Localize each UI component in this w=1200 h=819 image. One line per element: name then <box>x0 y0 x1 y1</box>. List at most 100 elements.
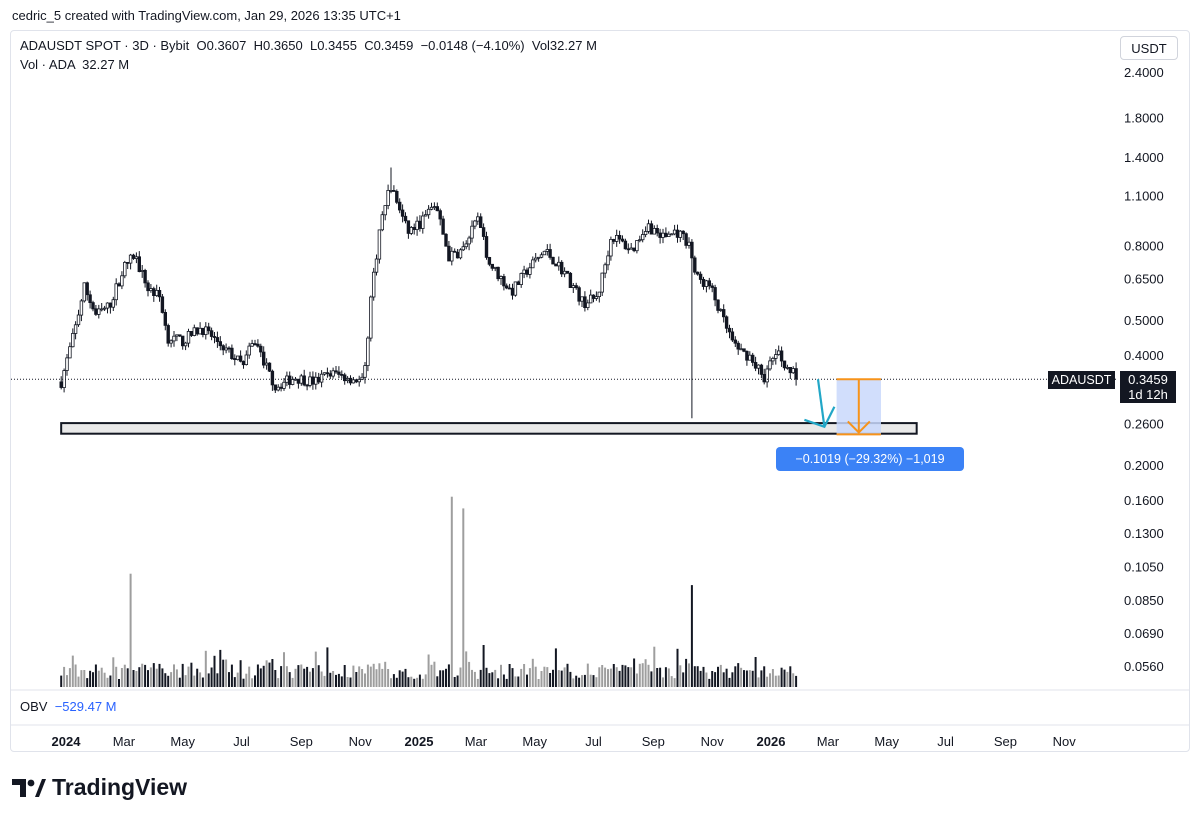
volume-bar <box>112 657 115 687</box>
volume-bar <box>300 664 303 687</box>
candle-body <box>675 229 680 238</box>
candle-body <box>186 330 191 344</box>
volume-bar <box>494 669 497 687</box>
candle-body <box>646 223 651 232</box>
volume-bar <box>488 673 491 687</box>
candle-body <box>641 234 645 241</box>
y-axis-tick-label: 0.2600 <box>1124 416 1164 431</box>
volume-bar <box>239 660 242 687</box>
candle-body <box>458 249 463 259</box>
volume-bar <box>502 674 505 687</box>
candle-body <box>626 248 630 251</box>
volume-bar <box>473 671 476 687</box>
candle-body <box>756 364 761 369</box>
volume-bar <box>517 676 520 687</box>
volume-bar <box>288 672 291 687</box>
volume-bar <box>754 657 757 687</box>
volume-bar <box>465 651 468 687</box>
candle-body <box>152 288 156 297</box>
volume-bar <box>314 651 317 687</box>
volume-bar <box>387 669 390 687</box>
candle-body <box>383 205 387 216</box>
obv-label: OBV <box>20 699 48 714</box>
candle-body <box>224 347 228 351</box>
candle-body <box>586 302 590 308</box>
candle-body <box>577 287 581 302</box>
candle-body <box>351 379 356 384</box>
candle-body <box>395 190 399 203</box>
candle-body <box>574 285 578 289</box>
volume-bar <box>103 672 106 687</box>
volume-bar <box>118 679 120 687</box>
candle-body <box>782 360 787 369</box>
x-axis-tick-label: May <box>170 734 195 749</box>
candle-body <box>432 206 437 209</box>
chart-attribution: cedric_5 created with TradingView.com, J… <box>12 8 401 23</box>
candle-body <box>397 201 402 211</box>
candle-body <box>195 327 199 335</box>
x-axis-tick-label: Mar <box>113 734 136 749</box>
volume-bar <box>769 673 771 687</box>
currency-button[interactable]: USDT <box>1120 36 1178 60</box>
candle-body <box>371 271 376 298</box>
volume-bar <box>303 668 306 687</box>
x-axis-tick-label: Nov <box>1053 734 1077 749</box>
candle-body <box>296 378 301 384</box>
volume-bar <box>462 508 465 687</box>
volume-bar <box>745 670 748 687</box>
volume-bar <box>528 668 531 687</box>
volume-bar <box>719 664 722 687</box>
candle-body <box>632 247 636 252</box>
candle-body <box>259 345 263 353</box>
volume-bar <box>771 669 774 687</box>
candle-body <box>282 381 286 389</box>
candle-body <box>594 296 599 299</box>
candle-body <box>664 232 668 237</box>
candle-body <box>461 246 465 251</box>
candle-body <box>733 339 737 344</box>
candle-body <box>247 345 251 356</box>
volume-bar <box>774 675 777 687</box>
candle-body <box>172 335 176 342</box>
volume-bar <box>688 663 690 687</box>
candle-body <box>791 368 795 374</box>
candle-body <box>742 348 746 352</box>
volume-bar <box>601 665 604 687</box>
volume-bar <box>291 677 294 687</box>
volume-bar <box>427 654 430 687</box>
candle-body <box>305 384 309 387</box>
volume-bar <box>740 667 743 687</box>
candle-body <box>143 269 147 284</box>
candle-body <box>600 272 604 293</box>
volume-bar <box>375 669 378 687</box>
volume-bar <box>766 676 769 687</box>
volume-bar <box>343 665 346 687</box>
volume-bar <box>274 670 277 687</box>
volume-bar <box>563 667 566 687</box>
volume-bar <box>309 671 311 687</box>
candle-body <box>539 254 544 258</box>
candle-body <box>435 206 439 212</box>
candle-body <box>522 269 526 274</box>
candle-body <box>400 209 405 217</box>
candle-body <box>160 296 165 313</box>
candle-body <box>290 379 295 385</box>
candle-body <box>623 240 628 250</box>
volume-bar <box>106 677 109 687</box>
volume-bar <box>717 666 719 687</box>
candle-body <box>591 294 596 299</box>
volume-bar <box>144 664 147 687</box>
volume-bar <box>635 673 638 687</box>
candle-body <box>230 347 234 360</box>
candle-body <box>542 250 547 256</box>
volume-bar <box>679 665 682 687</box>
volume-bar <box>500 664 502 687</box>
candle-body <box>704 280 709 287</box>
candle-body <box>762 373 766 383</box>
candle-body <box>519 273 523 286</box>
volume-bar <box>228 672 230 687</box>
volume-bar <box>763 666 766 687</box>
candle-body <box>516 281 520 285</box>
volume-bar <box>280 666 283 687</box>
